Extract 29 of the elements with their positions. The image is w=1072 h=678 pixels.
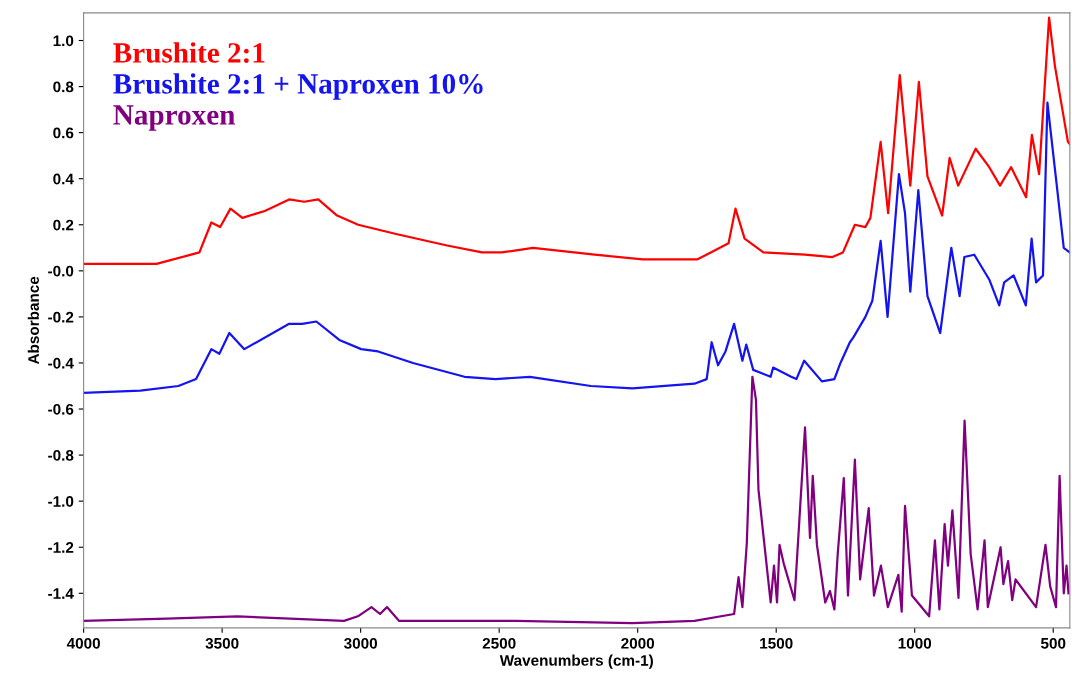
line-series [83,101,1070,395]
text: Naproxen [113,105,235,131]
y-tick-label: 0.8 [53,81,74,93]
x-tick-label: 2500 [482,637,516,649]
x-tick-label: 2000 [621,637,655,649]
x-tick-label: 1500 [760,637,793,649]
text: Brushite 2:1 + Naproxen 10% [113,73,483,100]
line-series [83,16,1070,266]
x-axis-title: Wavenumbers (cm-1) [499,654,653,669]
text: Brushite 2:1 [113,42,265,63]
y-tick-label: -0.2 [48,311,74,323]
y-axis-title: Absorbance [27,276,39,365]
y-tick-label: -0.4 [48,357,74,369]
y-tick-label: 0.4 [53,173,74,185]
y-tick-label: -0.0 [48,265,74,277]
y-tick-label: -0.6 [48,403,74,415]
y-tick-label: -1.2 [48,542,74,553]
x-tick-label: 500 [1040,637,1066,649]
x-tick-label: 3500 [205,637,239,649]
y-tick-label: -1.4 [48,588,74,599]
y-tick-label: 0.6 [53,127,74,139]
x-tick-label: 4000 [66,637,100,649]
line-series [83,375,1070,625]
x-tick-label: 1000 [898,637,932,649]
x-tick-label: 3000 [344,637,378,649]
y-tick-label: 0.2 [53,219,74,231]
y-tick-label: 1.0 [53,35,74,47]
y-tick-label: -0.8 [48,449,74,461]
y-tick-label: -1.0 [48,496,74,507]
